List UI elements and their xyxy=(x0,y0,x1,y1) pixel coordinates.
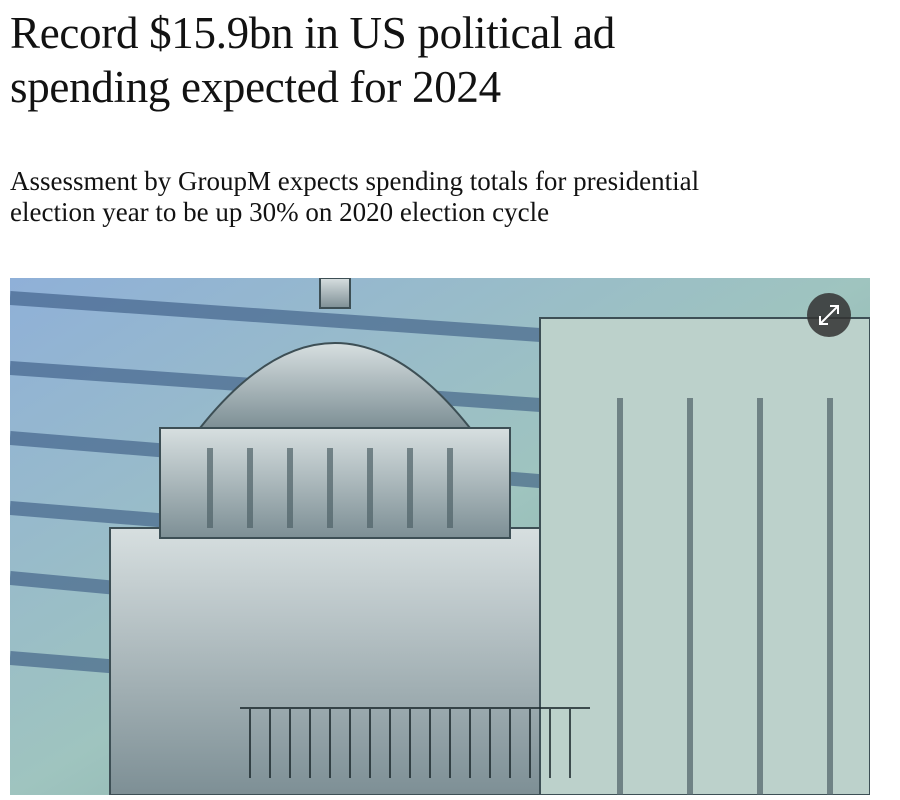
expand-button[interactable] xyxy=(807,293,851,337)
hero-image xyxy=(10,278,870,795)
standfirst: Assessment by GroupM expects spending to… xyxy=(10,166,700,227)
headline: Record $15.9bn in US political ad spendi… xyxy=(10,8,616,112)
